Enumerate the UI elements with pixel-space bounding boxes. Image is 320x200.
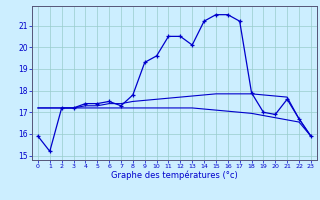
X-axis label: Graphe des températures (°c): Graphe des températures (°c) (111, 171, 238, 180)
